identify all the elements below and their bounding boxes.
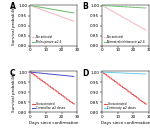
Text: A: A [10, 2, 16, 11]
Y-axis label: Survival probability: Survival probability [12, 5, 16, 45]
Legend: No antiviral, Molnupiravir ≥2.4: No antiviral, Molnupiravir ≥2.4 [32, 35, 61, 44]
Legend: Unvaccinated, Comirnaty ≥2 doses: Unvaccinated, Comirnaty ≥2 doses [103, 102, 137, 111]
Legend: Unvaccinated, CoronaVac ≥2 doses: Unvaccinated, CoronaVac ≥2 doses [32, 102, 65, 111]
Text: B: B [82, 2, 88, 11]
X-axis label: Days since confirmation: Days since confirmation [29, 121, 78, 125]
Text: C: C [10, 69, 16, 78]
Text: D: D [82, 69, 88, 78]
Y-axis label: Survival probability: Survival probability [12, 72, 16, 112]
Legend: No antiviral, Nirmatrelvir/ritonavir ≥2.4: No antiviral, Nirmatrelvir/ritonavir ≥2.… [103, 35, 145, 44]
X-axis label: Days since confirmation: Days since confirmation [101, 121, 150, 125]
